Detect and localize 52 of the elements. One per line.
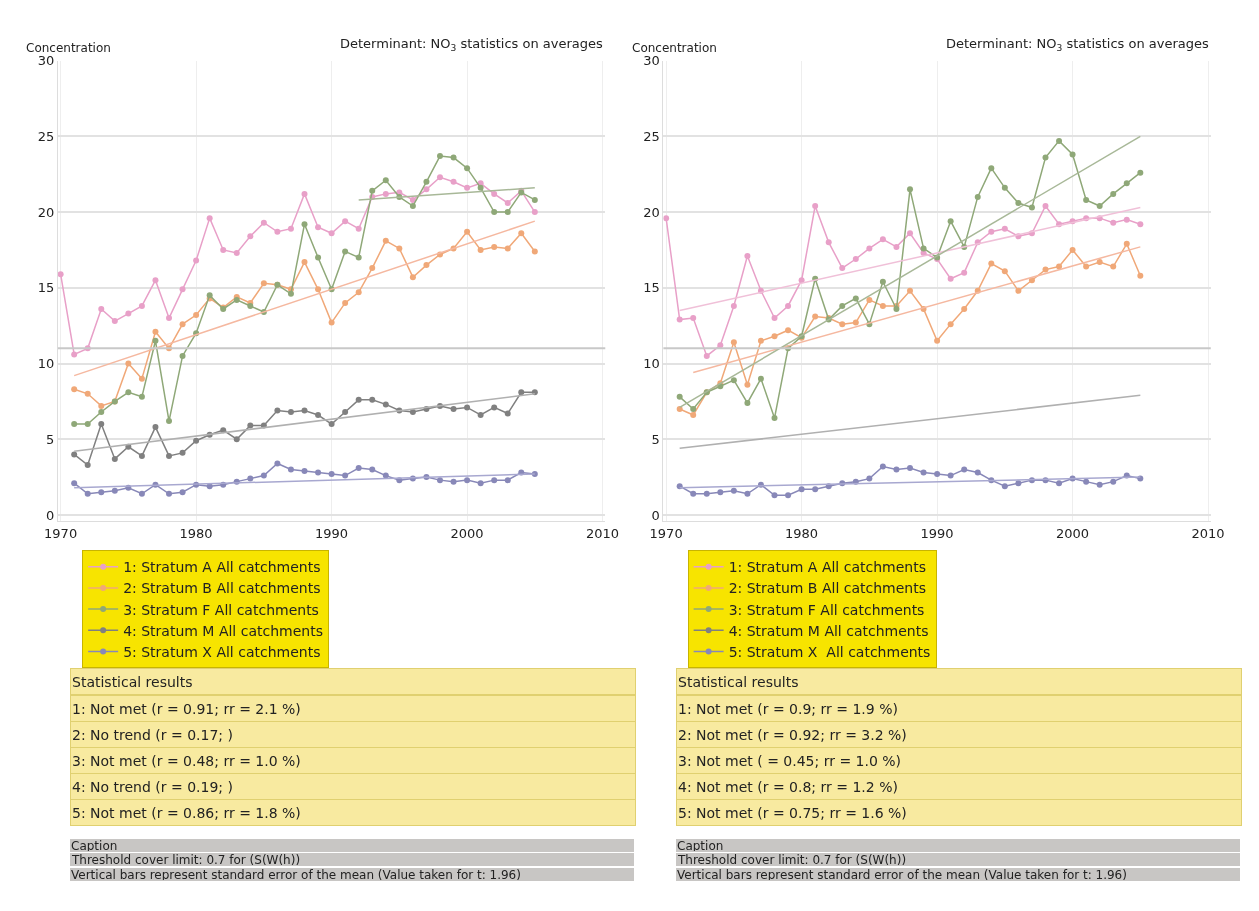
text: Threshold cover limit: 0.7 for (S(W(h)) [677,852,907,867]
y-tick-label: 20 [37,204,55,220]
text: 3: Not met (r = 0.48; rr = 1.0 %) [72,752,301,769]
y-tick-label: 5 [46,431,55,447]
text: Statistical results [72,673,193,690]
y-tick-label: 15 [37,280,55,296]
legend-label: 4: Stratum M All catchments [123,622,323,639]
y-tick-label: 25 [643,128,660,144]
x-tick-label: 1990 [920,525,954,541]
legend-label: 2: Stratum B All catchments [123,580,321,597]
x-tick-label: 2010 [1191,525,1225,541]
text: 2: No trend (r = 0.17; ) [72,726,233,743]
text: 1: Not met (r = 0.91; rr = 2.1 %) [72,700,301,717]
legend-label: 4: Stratum M All catchments [728,622,929,639]
y-tick-label: 0 [651,507,660,523]
y-tick-label: 0 [46,507,55,523]
legend-label: 2: Stratum B All catchments [728,580,926,597]
text: Statistical results [678,673,799,690]
y-tick-label: 10 [643,356,660,372]
x-tick-label: 1990 [315,525,349,541]
y-tick-label: 30 [643,53,660,69]
x-tick-label: 2010 [586,525,620,541]
x-tick-label: 2000 [1056,525,1090,541]
chart-title: Determinant: NO$_{3}$ statistics on averages [946,36,1210,53]
x-tick-label: 1980 [179,525,213,541]
legend-label: 5: Stratum X All catchments [123,643,321,660]
text: 2: Not met (r = 0.92; rr = 3.2 %) [678,726,907,743]
y-tick-label: 20 [643,204,660,220]
y-tick-label: 25 [37,128,55,144]
y-axis-title: Concentration [26,41,111,55]
text: 4: No trend (r = 0.19; ) [72,778,233,795]
y-tick-label: 5 [651,431,660,447]
text: 5: Not met (r = 0.75; rr = 1.6 %) [678,804,907,821]
chart-title: Determinant: NO$_{3}$ statistics on averages [340,36,604,53]
legend-label: 1: Stratum A All catchments [123,559,321,576]
y-tick-label: 15 [643,280,660,296]
x-tick-label: 1970 [44,525,78,541]
legend-label: 1: Stratum A All catchments [728,559,926,576]
x-tick-label: 1970 [649,525,683,541]
text: 1: Not met (r = 0.9; rr = 1.9 %) [678,700,898,717]
y-axis-title: Concentration [632,41,717,55]
text: 5: Not met (r = 0.86; rr = 1.8 %) [72,804,301,821]
text: 3: Not met ( = 0.45; rr = 1.0 %) [678,752,902,769]
legend-label: 3: Stratum F All catchments [728,601,925,618]
text: 4: Not met (r = 0.8; rr = 1.2 %) [678,778,898,795]
x-tick-label: 2000 [450,525,484,541]
y-tick-label: 10 [37,356,55,372]
legend-label: 3: Stratum F All catchments [123,601,319,618]
x-tick-label: 1980 [785,525,819,541]
text: Threshold cover limit: 0.7 for (S(W(h)) [71,852,301,867]
y-tick-label: 30 [37,53,55,69]
legend-label: 5: Stratum X All catchments [728,643,931,660]
